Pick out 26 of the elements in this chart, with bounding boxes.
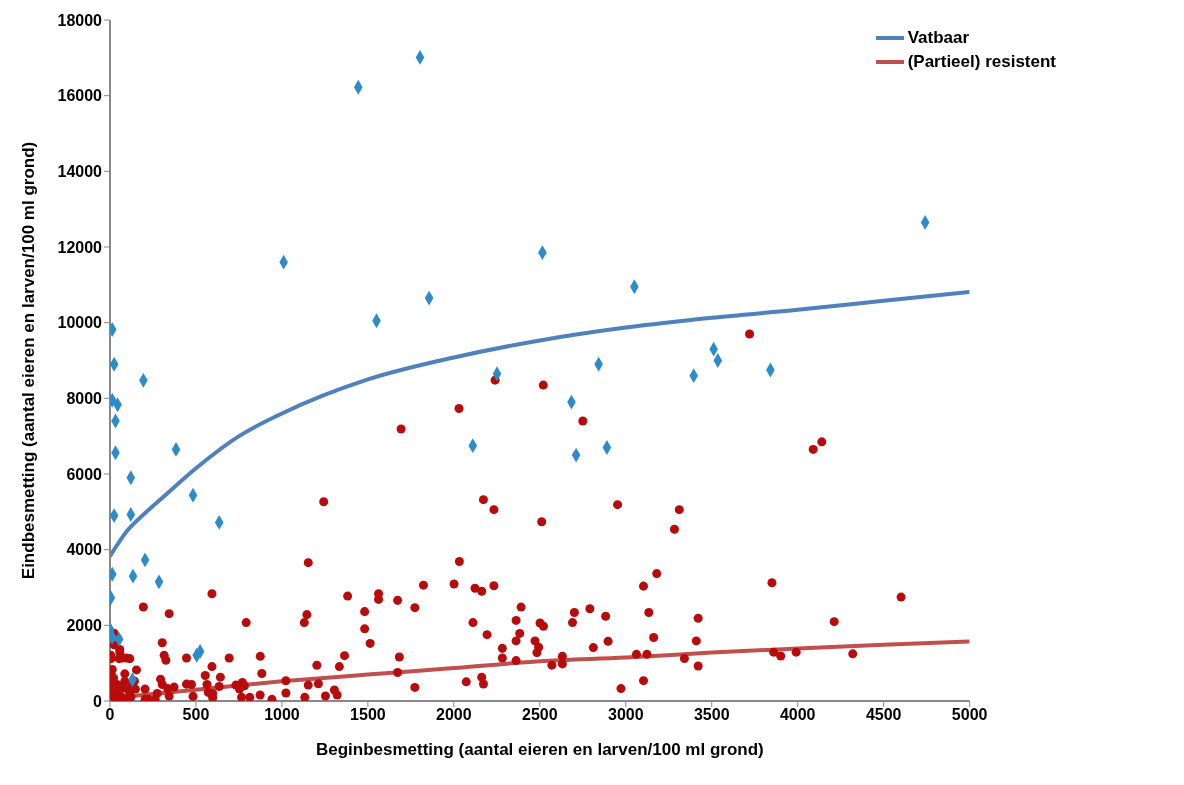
y-tick-label: 8000: [66, 390, 103, 408]
legend-label: (Partieel) resistent: [907, 52, 1056, 72]
x-tick-label: 3500: [693, 706, 730, 724]
x-tick-label: 0: [105, 706, 115, 724]
y-tick-label: 14000: [57, 163, 103, 181]
y-tick-label: 18000: [57, 11, 103, 29]
x-tick-label: 3000: [608, 706, 644, 724]
x-tick-label: 4500: [865, 706, 902, 724]
y-tick-label: 2000: [66, 617, 103, 635]
y-tick-label: 4000: [66, 541, 103, 559]
y-tick-label: 10000: [57, 314, 103, 332]
x-tick-label: 4000: [779, 706, 816, 724]
y-tick-label: 12000: [57, 238, 103, 256]
x-tick-label: 2500: [522, 706, 558, 724]
x-tick-label: 1500: [350, 706, 386, 724]
x-tick-label: 500: [182, 706, 210, 724]
x-tick-label: 1000: [264, 706, 300, 724]
x-axis-title: Beginbesmetting (aantal eieren en larven/100 ml grond): [315, 740, 764, 759]
y-tick-label: 6000: [66, 465, 103, 483]
y-tick-label: 16000: [57, 87, 103, 105]
y-tick-label: 0: [93, 692, 103, 710]
x-tick-label: 2000: [436, 706, 472, 724]
y-axis-title: Eindbesmetting (aantal eieren en larven/100 ml grond): [19, 141, 39, 580]
x-tick-label: 5000: [951, 706, 988, 724]
line-series: [110, 290, 970, 559]
legend-label: Vatbaar: [907, 28, 970, 48]
